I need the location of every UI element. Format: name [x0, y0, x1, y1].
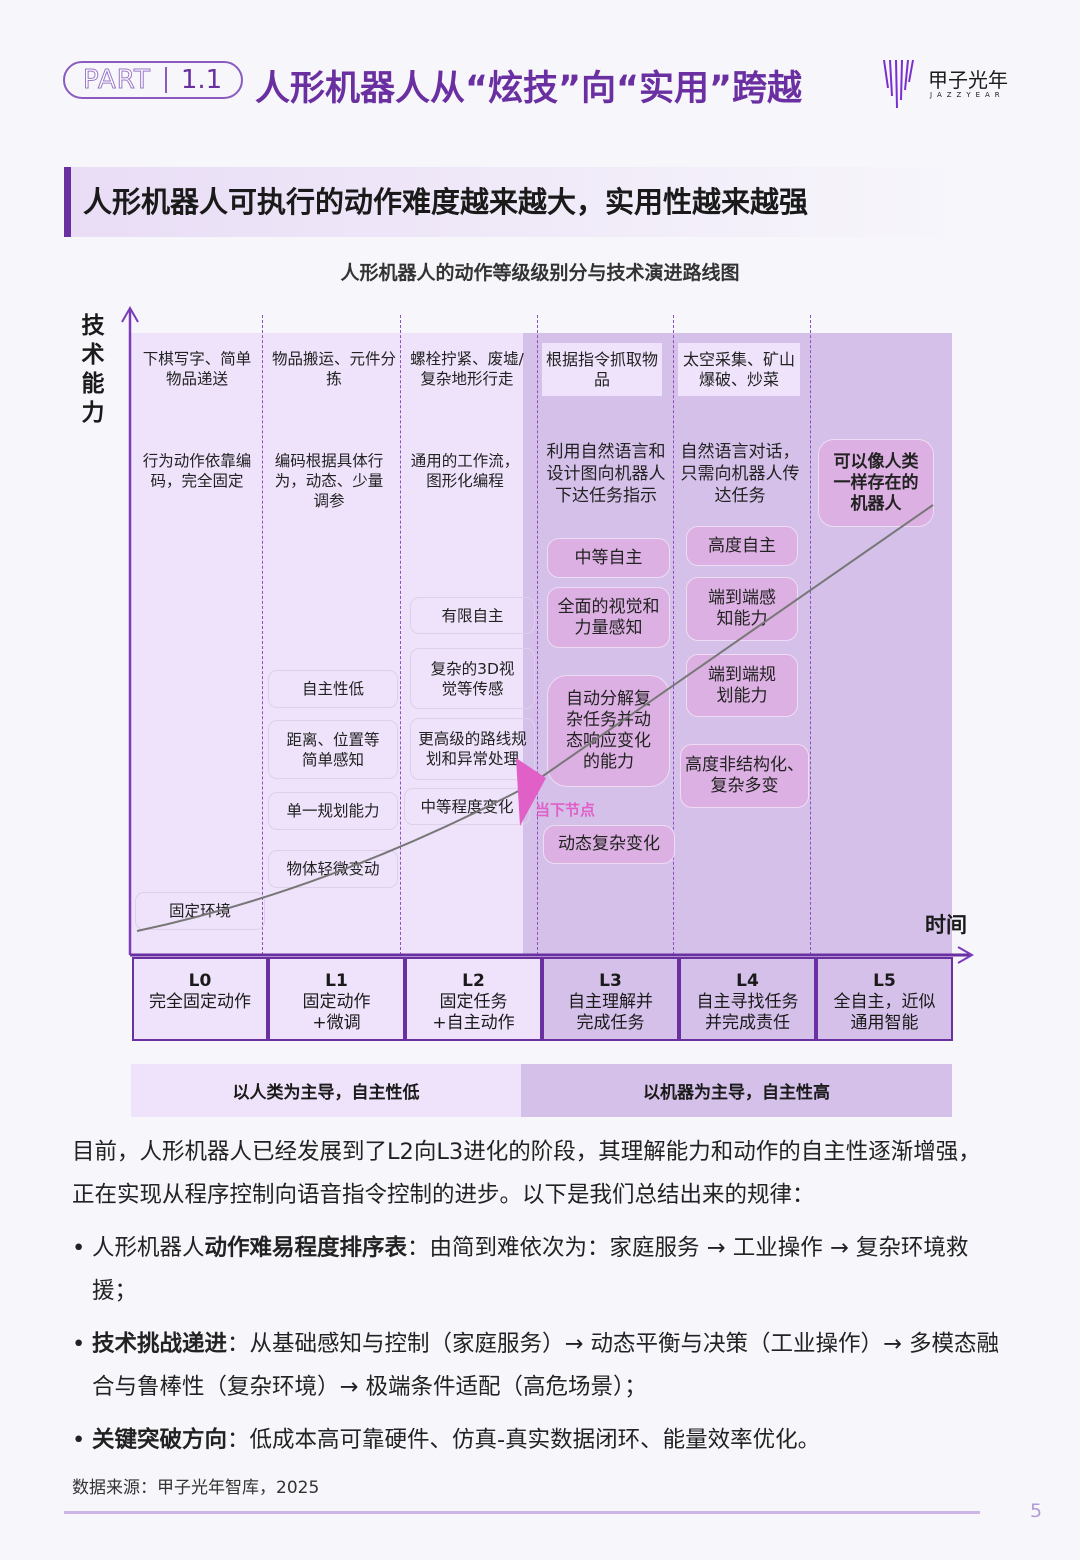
current-node-label: 当下节点: [535, 801, 596, 819]
level-code: L1: [325, 971, 348, 991]
capability-box: 端到端感知能力: [686, 577, 798, 641]
capability-box: 更高级的路线规划和异常处理: [410, 718, 535, 780]
scenario-box: 太空采集、矿山爆破、炒菜: [678, 343, 800, 396]
capability-box: 动态复杂变化: [543, 825, 675, 864]
phase-machine-led: 以机器为主导，自主性高: [521, 1064, 952, 1117]
phase-bg-human: [130, 333, 523, 955]
current-node-marker-icon: [516, 758, 546, 826]
bullet-item: 技术挑战递进：从基础感知与控制（家庭服务）→ 动态平衡与决策（工业操作）→ 多模…: [72, 1323, 1002, 1409]
level-desc: 自主理解并完成任务: [568, 992, 653, 1033]
level-code: L2: [462, 971, 485, 991]
level-code: L5: [873, 971, 896, 991]
page-title: 人形机器人从“炫技”向“实用”跨越: [255, 69, 803, 109]
bullet-text: ：从基础感知与控制（家庭服务）→ 动态平衡与决策（工业操作）→ 多模态融合与鲁棒…: [92, 1331, 1000, 1400]
capability-box: 自主性低: [268, 670, 398, 708]
bullet-text: ：由简到难依次为：家庭服务 → 工业操作 → 复杂环境救援；: [92, 1235, 969, 1304]
section-number: 1.1: [180, 65, 223, 95]
level-l5: L5 全自主，近似通用智能: [816, 957, 953, 1041]
level-desc: 全自主，近似通用智能: [833, 992, 936, 1033]
column-divider: [810, 315, 811, 955]
programming-text: 自然语言对话，只需向机器人传达任务: [680, 442, 800, 506]
capability-box: 有限自主: [410, 597, 535, 634]
page-number: 5: [1030, 1500, 1043, 1522]
bullet-bold: 关键突破方向: [92, 1427, 228, 1453]
section-heading: 人形机器人可执行的动作难度越来越大，实用性越来越强: [64, 167, 964, 237]
programming-text: 编码根据具体行为，动态、少量调参: [274, 452, 384, 510]
capability-box: 单一规划能力: [268, 792, 398, 830]
brand-logo: 甲子光年 JAZZYEAR: [880, 58, 1020, 114]
programming-text: 行为动作依靠编码，完全固定: [142, 452, 252, 490]
column-divider: [673, 315, 674, 955]
part-label: PART: [83, 65, 151, 96]
scenario-text: 物品搬运、元件分拣: [272, 350, 397, 388]
part-badge: PART 1.1: [63, 61, 243, 99]
level-desc: 完全固定动作: [149, 992, 251, 1012]
logo-text: 甲子光年: [928, 68, 1008, 92]
y-axis-label: 技术能力: [81, 313, 105, 426]
logo-subtext: JAZZYEAR: [930, 91, 1005, 99]
capability-box: 全面的视觉和力量感知: [547, 587, 670, 648]
column-divider: [537, 315, 538, 955]
trend-curve: [136, 504, 934, 932]
level-l3: L3 自主理解并完成任务: [542, 957, 679, 1041]
column-divider: [400, 315, 401, 955]
scenario-text: 下棋写字、简单物品递送: [142, 350, 252, 388]
diagram-title: 人形机器人的动作等级级别分与技术演进路线图: [340, 262, 740, 284]
goal-box: 可以像人类一样存在的机器人: [818, 439, 934, 527]
column-divider: [262, 315, 263, 955]
level-l2: L2 固定任务+自主动作: [405, 957, 542, 1041]
capability-box: 复杂的3D视觉等传感: [410, 648, 535, 709]
capability-box: 高度自主: [686, 526, 798, 566]
divider: [164, 67, 167, 93]
capability-box: 高度非结构化、复杂多变: [680, 744, 809, 808]
scenario-text: 螺栓拧紧、废墟/复杂地形行走: [410, 350, 524, 388]
capability-box: 中等自主: [547, 538, 670, 578]
bullet-item: 关键突破方向：低成本高可靠硬件、仿真-真实数据闭环、能量效率优化。: [72, 1419, 1002, 1462]
level-l0: L0 完全固定动作: [132, 957, 268, 1041]
x-axis-arrow-icon: [957, 946, 975, 964]
level-code: L4: [736, 971, 759, 991]
level-code: L0: [188, 971, 212, 991]
bullet-bold: 技术挑战递进: [92, 1331, 228, 1357]
bullet-item: 人形机器人动作难易程度排序表：由简到难依次为：家庭服务 → 工业操作 → 复杂环…: [72, 1227, 1002, 1313]
bullet-text: ：低成本高可靠硬件、仿真-真实数据闭环、能量效率优化。: [227, 1427, 821, 1453]
phase-human-led: 以人类为主导，自主性低: [131, 1064, 521, 1117]
level-l4: L4 自主寻找任务并完成责任: [679, 957, 816, 1041]
level-desc: 固定动作+微调: [302, 992, 371, 1033]
level-desc: 固定任务+自主动作: [432, 992, 515, 1033]
bullet-prefix: 人形机器人: [92, 1235, 205, 1261]
y-axis-arrow-icon: [121, 305, 139, 323]
capability-box: 距离、位置等简单感知: [268, 720, 398, 779]
level-l1: L1 固定动作+微调: [268, 957, 405, 1041]
bullet-bold: 动作难易程度排序表: [204, 1235, 408, 1261]
data-source: 数据来源：甲子光年智库，2025: [72, 1478, 320, 1498]
scenario-box: 根据指令抓取物品: [542, 343, 662, 396]
x-axis-label: 时间: [925, 913, 967, 937]
logo-icon: [883, 59, 914, 109]
level-desc: 自主寻找任务并完成责任: [696, 992, 799, 1033]
intro-paragraph: 目前，人形机器人已经发展到了L2向L3进化的阶段，其理解能力和动作的自主性逐渐增…: [72, 1139, 981, 1208]
programming-text: 通用的工作流，图形化编程: [410, 452, 520, 490]
footer-divider: [64, 1511, 980, 1514]
level-code: L3: [599, 971, 622, 991]
capability-box: 固定环境: [135, 892, 265, 930]
programming-text: 利用自然语言和设计图向机器人下达任务指示: [546, 442, 666, 506]
